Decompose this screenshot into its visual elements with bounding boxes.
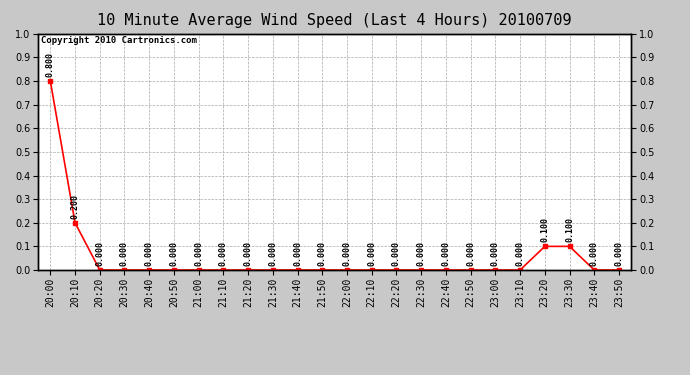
Text: 0.000: 0.000 (244, 241, 253, 266)
Text: 0.000: 0.000 (367, 241, 376, 266)
Text: 0.000: 0.000 (194, 241, 203, 266)
Text: 0.000: 0.000 (392, 241, 401, 266)
Text: 0.800: 0.800 (46, 52, 55, 77)
Text: 0.000: 0.000 (120, 241, 129, 266)
Text: 0.000: 0.000 (442, 241, 451, 266)
Text: 0.200: 0.200 (70, 194, 79, 219)
Text: 0.000: 0.000 (145, 241, 154, 266)
Text: 0.000: 0.000 (342, 241, 351, 266)
Text: 0.100: 0.100 (565, 217, 574, 242)
Text: 0.000: 0.000 (417, 241, 426, 266)
Text: 0.000: 0.000 (170, 241, 179, 266)
Text: 0.000: 0.000 (615, 241, 624, 266)
Text: Copyright 2010 Cartronics.com: Copyright 2010 Cartronics.com (41, 36, 197, 45)
Text: 0.000: 0.000 (268, 241, 277, 266)
Text: 0.000: 0.000 (318, 241, 327, 266)
Text: 0.000: 0.000 (219, 241, 228, 266)
Text: 0.100: 0.100 (540, 217, 549, 242)
Text: 0.000: 0.000 (95, 241, 104, 266)
Text: 0.000: 0.000 (590, 241, 599, 266)
Text: 0.000: 0.000 (466, 241, 475, 266)
Text: 0.000: 0.000 (293, 241, 302, 266)
Text: 0.000: 0.000 (491, 241, 500, 266)
Text: 0.000: 0.000 (515, 241, 524, 266)
Text: 10 Minute Average Wind Speed (Last 4 Hours) 20100709: 10 Minute Average Wind Speed (Last 4 Hou… (97, 13, 572, 28)
